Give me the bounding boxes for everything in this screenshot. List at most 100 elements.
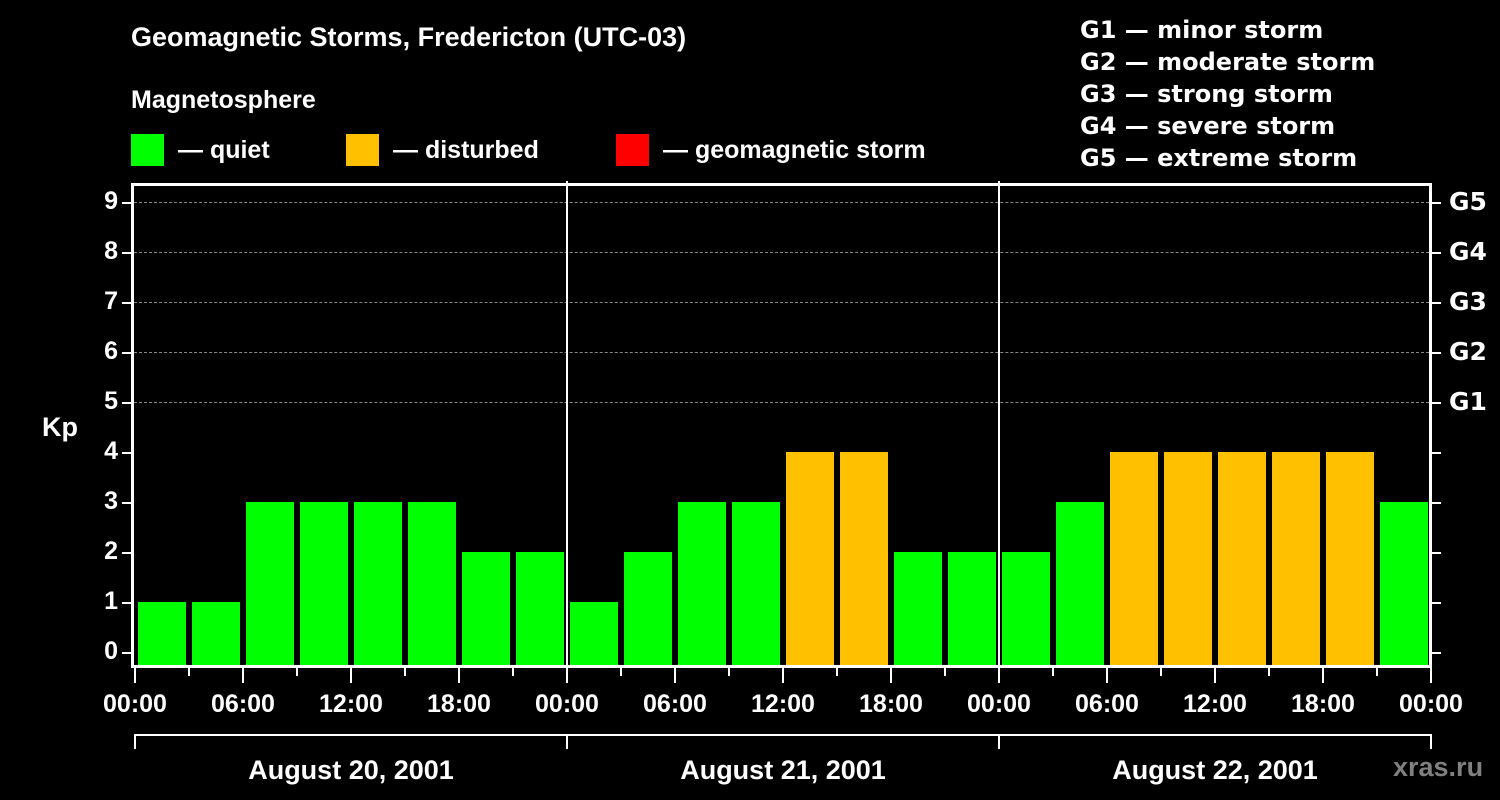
legend-disturbed: — disturbed	[346, 134, 539, 166]
kp-bar	[1002, 552, 1050, 666]
gridline	[134, 352, 1429, 353]
x-tick	[1322, 668, 1324, 683]
y-tick-right	[1432, 502, 1441, 504]
g-scale-g3: G3 — strong storm	[1080, 80, 1333, 108]
day-label: August 22, 2001	[1112, 755, 1318, 785]
kp-bar	[1164, 452, 1212, 666]
x-tick-label: 00:00	[103, 690, 167, 718]
x-tick-label: 18:00	[859, 690, 923, 718]
g-scale-legend: G1 — minor storm G2 — moderate storm G3 …	[1080, 14, 1375, 174]
y-axis-label: Kp	[42, 412, 78, 442]
x-tick	[1268, 668, 1270, 676]
day-bracket-tick	[134, 734, 136, 749]
kp-bar	[1110, 452, 1158, 666]
x-tick	[1430, 668, 1432, 683]
kp-bar	[1218, 452, 1266, 666]
y-tick	[122, 502, 131, 504]
y-tick-label: 8	[104, 237, 118, 265]
y-tick-right	[1432, 202, 1441, 204]
legend-label-storm: — geomagnetic storm	[663, 135, 926, 164]
x-tick-label: 00:00	[967, 690, 1031, 718]
chart-subtitle: Magnetosphere	[131, 86, 316, 114]
x-tick	[296, 668, 298, 676]
y-tick-right	[1432, 602, 1441, 604]
kp-bar	[570, 602, 618, 666]
x-tick	[1160, 668, 1162, 676]
x-tick	[458, 668, 460, 683]
g-scale-g5: G5 — extreme storm	[1080, 144, 1358, 172]
y-tick-right	[1432, 402, 1441, 404]
gridline	[134, 302, 1429, 303]
kp-bar	[732, 502, 780, 666]
x-tick-label: 12:00	[319, 690, 383, 718]
x-tick	[134, 668, 136, 683]
x-tick	[188, 668, 190, 676]
x-tick-label: 00:00	[535, 690, 599, 718]
g-level-label: G5	[1449, 187, 1487, 216]
y-tick-right	[1432, 652, 1441, 654]
plot-frame	[131, 183, 1432, 668]
kp-bar	[1380, 502, 1428, 666]
x-tick	[1052, 668, 1054, 676]
kp-bar	[1272, 452, 1320, 666]
y-tick	[122, 252, 131, 254]
kp-bar	[840, 452, 888, 666]
y-tick	[122, 552, 131, 554]
x-tick-label: 18:00	[1291, 690, 1355, 718]
y-tick	[122, 352, 131, 354]
x-tick	[728, 668, 730, 676]
kp-bar	[138, 602, 186, 666]
x-tick	[998, 668, 1000, 683]
x-tick	[1214, 668, 1216, 683]
gridline	[134, 202, 1429, 203]
x-tick	[350, 668, 352, 683]
y-tick	[122, 202, 131, 204]
x-tick	[674, 668, 676, 683]
y-tick-label: 0	[104, 637, 118, 665]
y-tick-label: 9	[104, 187, 118, 215]
kp-bar	[678, 502, 726, 666]
x-tick	[242, 668, 244, 683]
y-tick-label: 7	[104, 287, 118, 315]
y-tick-label: 1	[104, 587, 118, 615]
y-tick	[122, 452, 131, 454]
day-bracket-tick	[566, 734, 568, 749]
kp-bar	[1326, 452, 1374, 666]
y-tick-right	[1432, 352, 1441, 354]
kp-bar	[354, 502, 402, 666]
kp-bar	[1056, 502, 1104, 666]
x-tick-label: 18:00	[427, 690, 491, 718]
y-tick	[122, 302, 131, 304]
y-tick	[122, 652, 131, 654]
legend-swatch-disturbed	[346, 134, 379, 166]
kp-bar	[894, 552, 942, 666]
day-separator	[566, 181, 568, 669]
y-tick-right	[1432, 252, 1441, 254]
day-bracket-tick	[998, 734, 1000, 749]
kp-bar	[462, 552, 510, 666]
x-tick	[1106, 668, 1108, 683]
x-tick-label: 12:00	[1183, 690, 1247, 718]
x-tick-label: 00:00	[1399, 690, 1463, 718]
y-tick	[122, 402, 131, 404]
g-scale-g2: G2 — moderate storm	[1080, 48, 1376, 76]
x-tick	[620, 668, 622, 676]
day-bracket	[134, 734, 1431, 736]
legend-label-quiet: — quiet	[178, 135, 270, 164]
kp-bar	[948, 552, 996, 666]
x-tick-label: 06:00	[643, 690, 707, 718]
chart-title: Geomagnetic Storms, Fredericton (UTC-03)	[131, 22, 687, 52]
kp-bar	[786, 452, 834, 666]
legend-swatch-storm	[616, 134, 649, 166]
x-tick-label: 06:00	[211, 690, 275, 718]
g-level-label: G2	[1449, 337, 1487, 366]
y-tick-right	[1432, 302, 1441, 304]
kp-bar	[246, 502, 294, 666]
g-level-label: G1	[1449, 387, 1487, 416]
g-scale-g4: G4 — severe storm	[1080, 112, 1336, 140]
day-bracket-tick	[1430, 734, 1432, 749]
x-tick	[566, 668, 568, 683]
legend-storm: — geomagnetic storm	[616, 134, 926, 166]
kp-bar	[192, 602, 240, 666]
y-tick-label: 3	[104, 487, 118, 515]
